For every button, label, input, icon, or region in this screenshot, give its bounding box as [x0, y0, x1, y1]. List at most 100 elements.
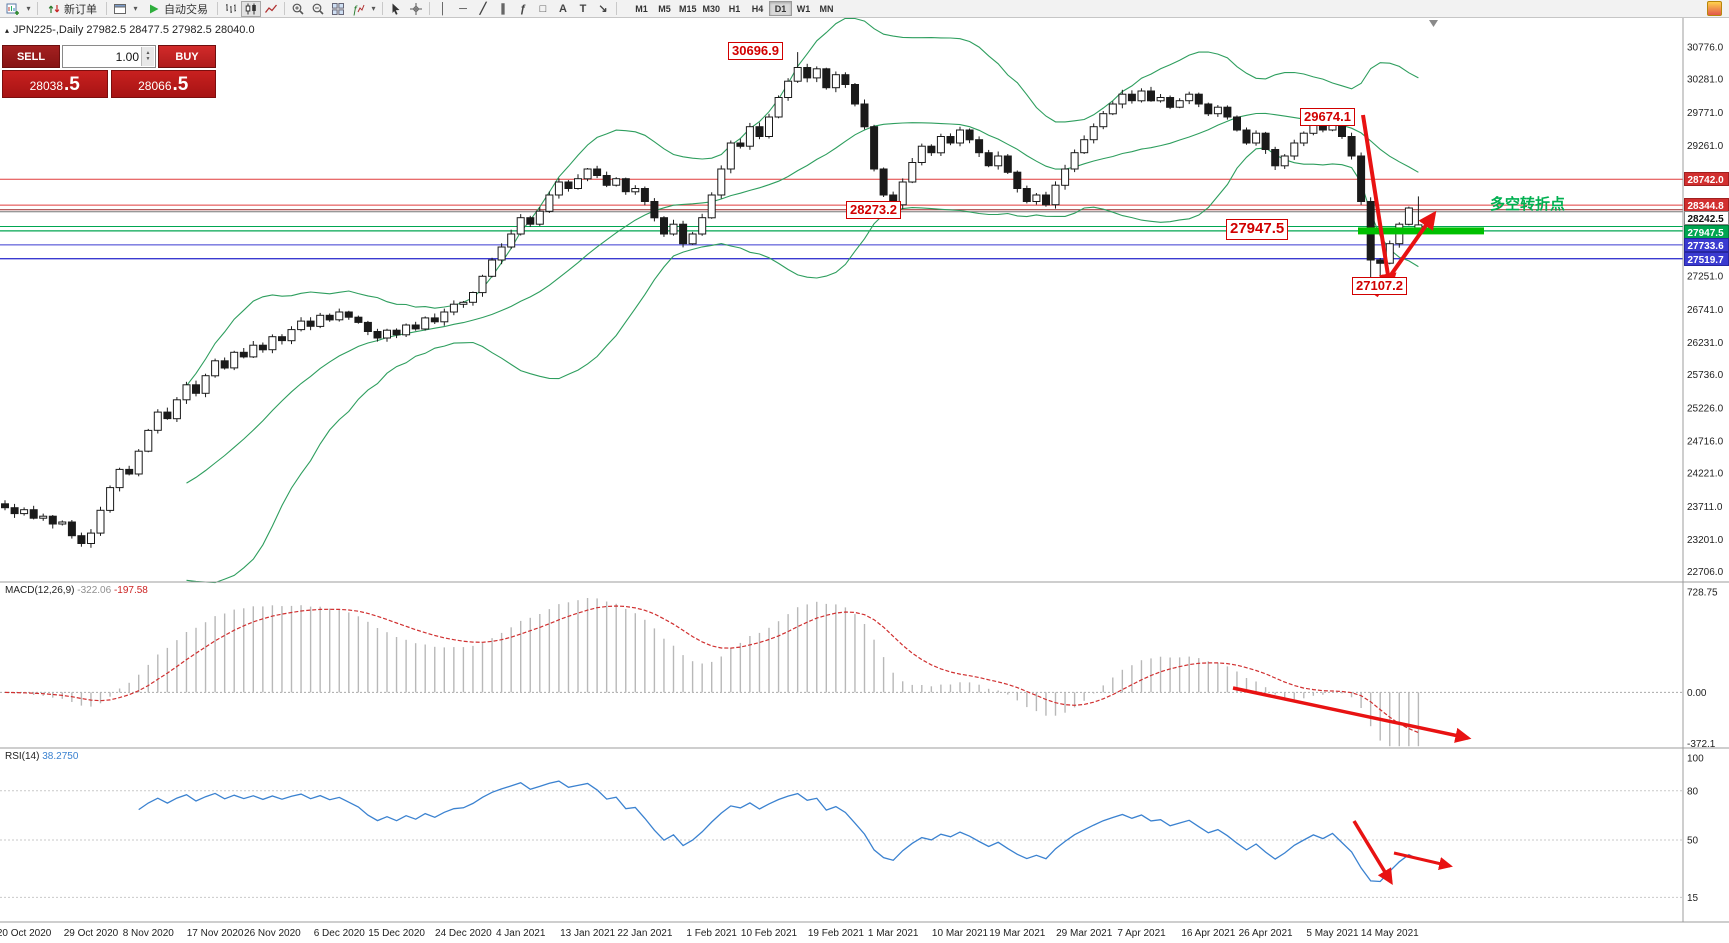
candle-body	[612, 178, 621, 186]
date-label: 1 Mar 2021	[868, 928, 919, 939]
new-chart-icon	[6, 3, 19, 15]
vertical-line-button[interactable]: │	[433, 1, 453, 17]
zoom-out-button[interactable]	[308, 1, 328, 17]
candle-body	[736, 142, 745, 147]
candle-body	[134, 450, 143, 475]
indicators-icon: ƒ	[352, 4, 365, 16]
bid-price-display: 28038.5	[2, 70, 108, 98]
candle-body	[1118, 93, 1127, 105]
price-axis[interactable]: 30776.0 30281.0 29771.0 29261.0 27251.0 26741…	[1684, 43, 1729, 904]
candle-body	[373, 331, 382, 339]
text-button[interactable]: A	[553, 1, 573, 17]
price-tick: 27251.0	[1687, 272, 1724, 283]
shapes-button[interactable]: □	[533, 1, 553, 17]
timeframe-button-mn[interactable]: MN	[815, 1, 838, 16]
rsi-tick: 15	[1687, 893, 1699, 904]
candle-body	[10, 507, 19, 515]
one-click-toggle[interactable]: ▴	[5, 26, 10, 35]
rsi-panel[interactable]	[0, 748, 1683, 922]
candle-body	[87, 532, 95, 544]
candle-body	[870, 126, 879, 170]
line-chart-type-button[interactable]	[261, 1, 281, 17]
volume-stepper[interactable]: ▲ ▼	[141, 47, 154, 66]
crosshair-button[interactable]	[406, 1, 426, 17]
horizontal-line-button[interactable]: ─	[453, 1, 473, 17]
right-shift-marker-icon[interactable]	[1429, 20, 1438, 27]
toolbar-separator	[616, 2, 617, 15]
timeframe-button-m5[interactable]: M5	[653, 1, 676, 16]
cursor-button[interactable]	[386, 1, 406, 17]
candle-body	[249, 344, 258, 358]
trendline-button[interactable]: ╱	[473, 1, 493, 17]
toolbar-corner-icon[interactable]	[1707, 1, 1722, 16]
date-label: 13 Jan 2021	[560, 928, 615, 939]
fibonacci-button[interactable]: ƒ	[513, 1, 533, 17]
timeframe-button-h4[interactable]: H4	[746, 1, 769, 16]
timeframe-button-m1[interactable]: M1	[630, 1, 653, 16]
toolbar-separator	[106, 2, 107, 15]
new-chart-dropdown[interactable]: ▾	[23, 1, 34, 17]
candle-body	[1194, 93, 1203, 105]
tile-windows-button[interactable]	[328, 1, 348, 17]
bars-chart-type-button[interactable]	[221, 1, 241, 17]
indicators-button[interactable]: ƒ	[348, 1, 368, 17]
candle-body	[211, 360, 220, 377]
text-label-button[interactable]: T	[573, 1, 593, 17]
timeframe-button-w1[interactable]: W1	[792, 1, 815, 16]
candle-body	[927, 145, 936, 154]
candle-body	[297, 320, 306, 331]
timeframe-button-m15[interactable]: M15	[676, 1, 700, 16]
trend-arrow[interactable]	[1361, 114, 1397, 292]
macd-panel[interactable]	[0, 582, 1683, 748]
timeframe-button-h1[interactable]: H1	[723, 1, 746, 16]
arrows-object-button[interactable]: ↘	[593, 1, 613, 17]
candle-body	[545, 194, 554, 212]
timeframe-button-m30[interactable]: M30	[700, 1, 724, 16]
price-axis-label-text: 28242.5	[1688, 214, 1725, 225]
candle-body	[784, 80, 793, 98]
candle-body	[822, 68, 831, 89]
candle-body	[402, 324, 411, 336]
candle-body	[1080, 139, 1089, 154]
candle-body	[1070, 152, 1079, 170]
price-tick: 24716.0	[1687, 437, 1724, 448]
auto-trading-button[interactable]: 自动交易	[141, 1, 214, 17]
macd-tick: 0.00	[1687, 688, 1707, 699]
channel-button[interactable]: ∥	[493, 1, 513, 17]
candles-chart-type-button[interactable]	[241, 0, 261, 17]
toolbar-separator	[429, 2, 430, 15]
candle-body	[1156, 97, 1165, 102]
auto-trading-label: 自动交易	[164, 3, 208, 16]
chart-window-button[interactable]	[110, 1, 130, 17]
date-label: 24 Dec 2020	[435, 928, 492, 939]
trend-arrow[interactable]	[1393, 851, 1453, 870]
trend-arrow[interactable]	[1352, 820, 1393, 885]
timeframe-button-d1[interactable]: D1	[769, 1, 793, 16]
stepper-up-icon[interactable]: ▲	[145, 50, 151, 56]
candle-body	[898, 181, 907, 206]
price-tick: 25226.0	[1687, 403, 1724, 414]
time-axis[interactable]: 20 Oct 2020 29 Oct 2020 8 Nov 2020 17 Nov 2…	[0, 928, 1419, 939]
macd-tick: 728.75	[1687, 587, 1718, 598]
candle-body	[650, 201, 659, 219]
zoom-in-button[interactable]	[288, 1, 308, 17]
candle-body	[564, 181, 573, 189]
buy-button[interactable]: BUY	[158, 45, 216, 68]
crosshair-icon	[410, 2, 422, 15]
tile-windows-icon	[332, 2, 344, 15]
candle-body	[554, 181, 563, 196]
trend-arrow[interactable]	[1232, 686, 1472, 743]
date-label: 14 May 2021	[1361, 928, 1419, 939]
volume-input[interactable]: 1.00 ▲ ▼	[62, 45, 156, 68]
candle-body	[631, 188, 640, 193]
candle-body	[908, 162, 917, 183]
new-chart-button[interactable]	[3, 1, 23, 17]
new-order-button[interactable]: 新订单	[41, 1, 103, 17]
stepper-down-icon[interactable]: ▼	[145, 55, 151, 62]
sell-button[interactable]: SELL	[2, 45, 60, 68]
main-chart-area[interactable]	[0, 18, 1683, 582]
chart-window-dropdown[interactable]: ▾	[130, 1, 141, 17]
price-tick: 29771.0	[1687, 108, 1724, 119]
indicators-dropdown[interactable]: ▾	[368, 1, 379, 17]
